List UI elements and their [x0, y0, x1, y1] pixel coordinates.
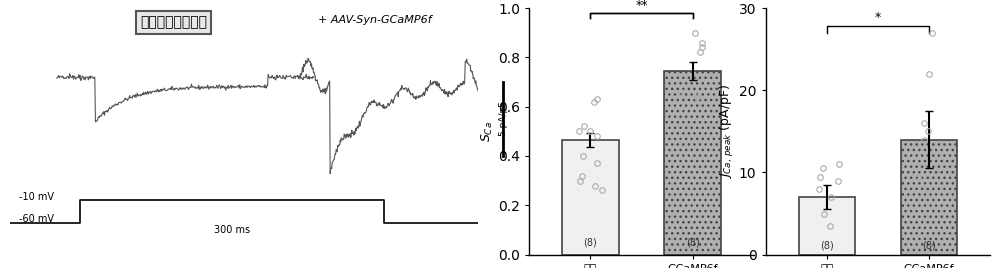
Text: 皮层神经元钙电流: 皮层神经元钙电流 — [140, 16, 207, 29]
Text: 5 pA/pF: 5 pA/pF — [499, 102, 508, 136]
Text: **: ** — [635, 0, 648, 12]
Bar — [562, 140, 619, 255]
Text: (8): (8) — [584, 237, 597, 247]
Y-axis label: $J_{Ca,\,peak}$ (pA/pF): $J_{Ca,\,peak}$ (pA/pF) — [718, 84, 736, 179]
Text: + AAV-Syn-GCaMP6f: + AAV-Syn-GCaMP6f — [318, 16, 432, 25]
Text: 300 ms: 300 ms — [214, 225, 250, 235]
Text: (8): (8) — [922, 240, 936, 251]
Text: -60 mV: -60 mV — [19, 214, 54, 224]
Bar — [901, 140, 957, 255]
Text: *: * — [875, 12, 881, 24]
Bar — [664, 71, 721, 255]
Text: -10 mV: -10 mV — [19, 192, 54, 202]
Text: (8): (8) — [820, 240, 834, 251]
Bar — [799, 197, 855, 255]
Y-axis label: $S_{Ca}$: $S_{Ca}$ — [480, 121, 495, 142]
Text: (8): (8) — [686, 237, 699, 247]
